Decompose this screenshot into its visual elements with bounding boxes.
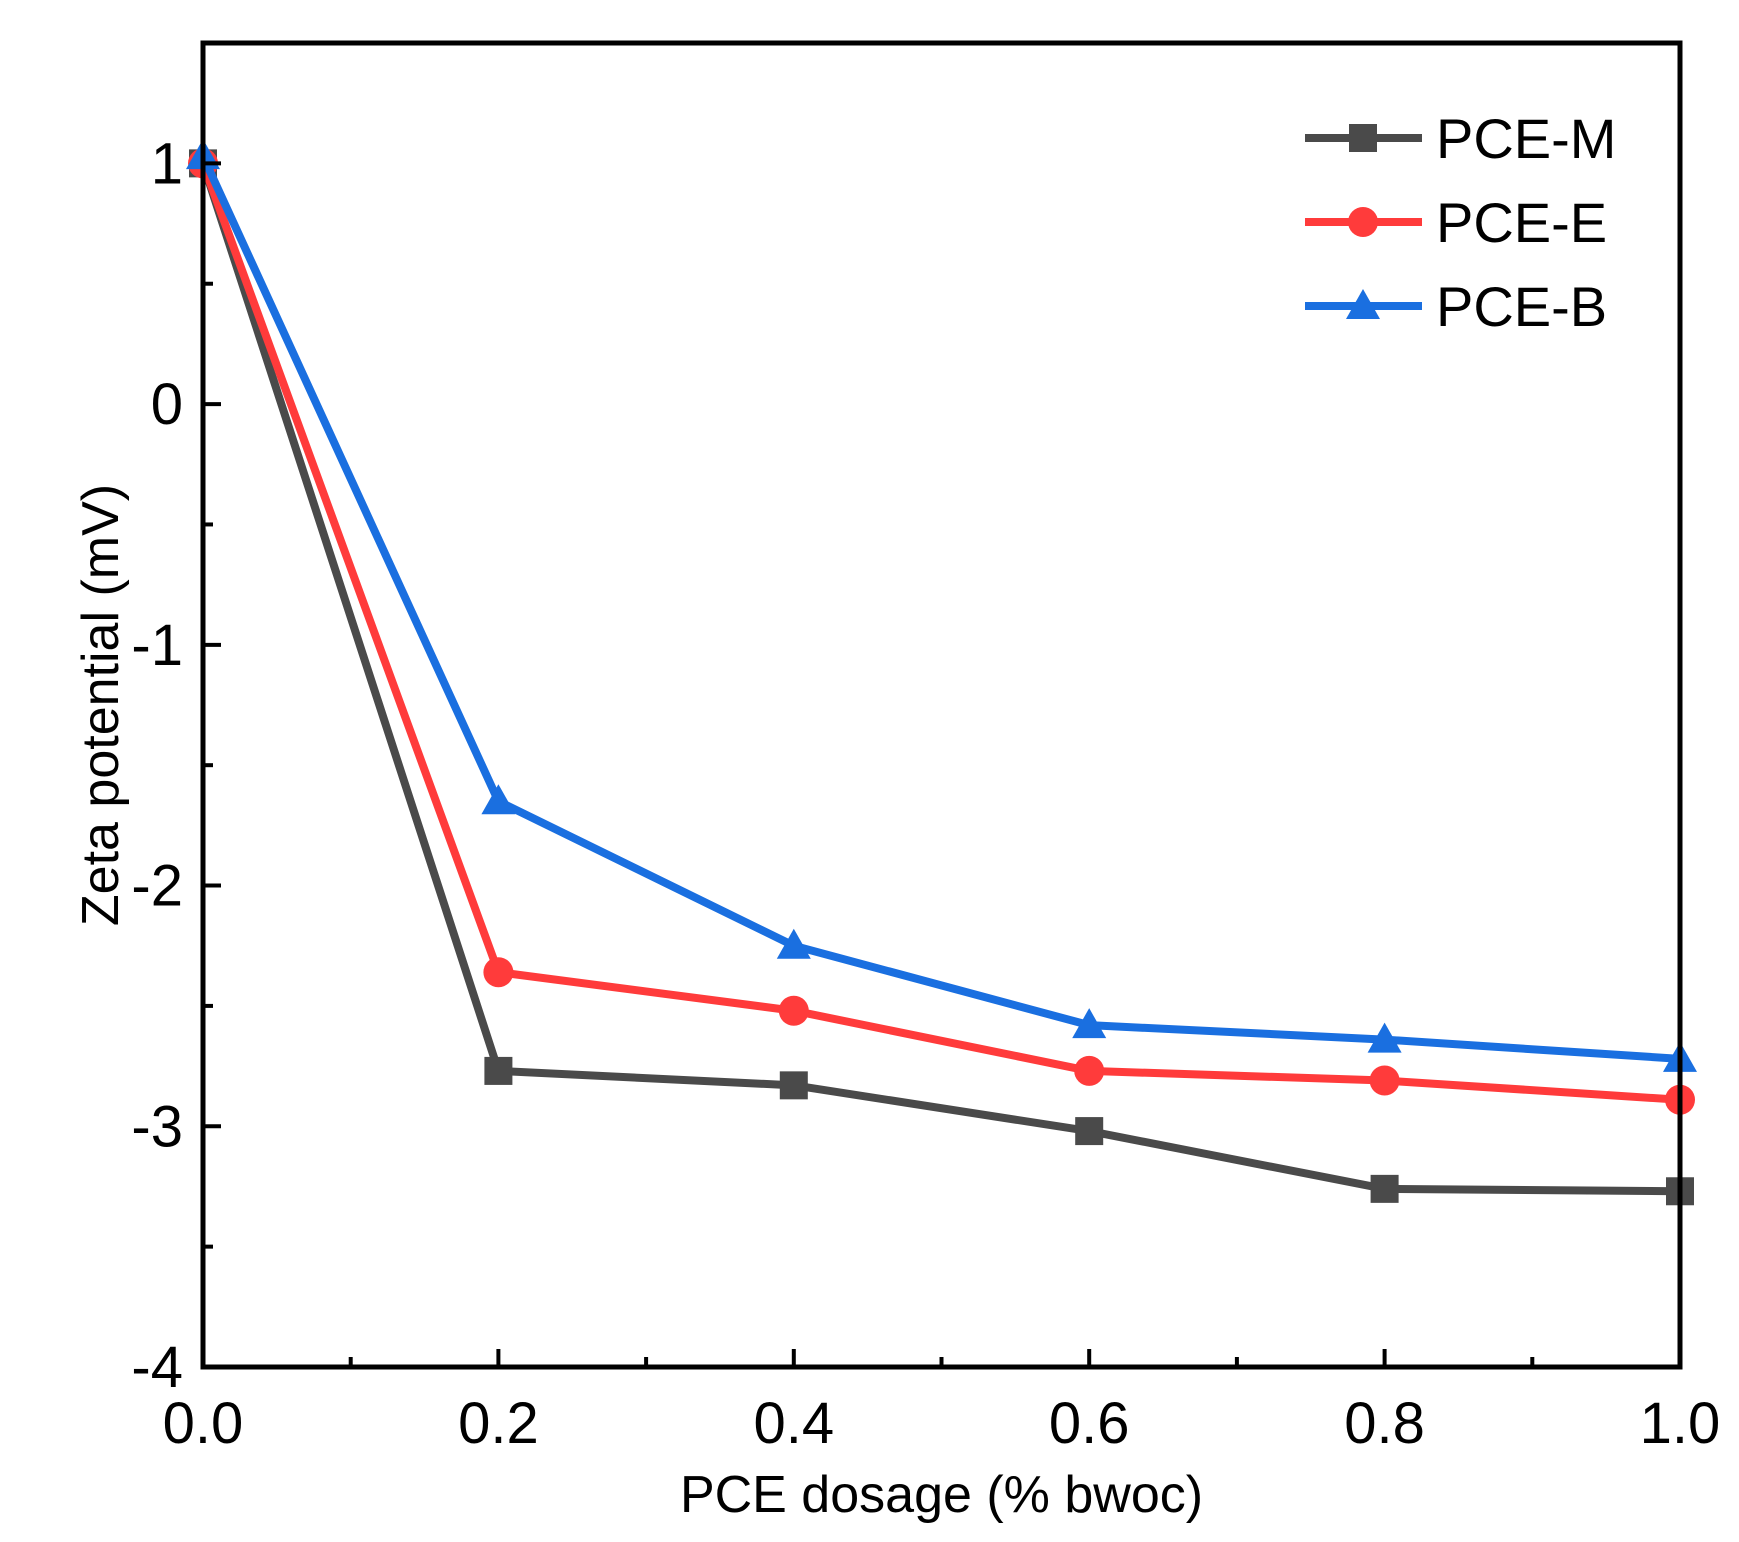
pce-b-line (199, 154, 1681, 1063)
x-tick-label: 0.8 (1344, 1391, 1425, 1456)
y-tick-label: -2 (131, 854, 183, 919)
legend-pce-b-label: PCE-B (1436, 275, 1607, 338)
y-tick-label: 1 (151, 131, 183, 196)
pce-b-point (1072, 1008, 1107, 1039)
x-tick-label: 0.0 (163, 1391, 244, 1456)
legend: PCE-M PCE-E PCE-B (1305, 107, 1616, 338)
legend-pce-e-label: PCE-E (1436, 191, 1607, 254)
pce-e-point (1369, 1065, 1400, 1096)
y-axis-title: Zeta potential (mV) (72, 484, 130, 926)
x-tick-label: 0.2 (458, 1391, 539, 1456)
y-tick-label: -1 (131, 613, 183, 678)
x-tick-label: 0.6 (1049, 1391, 1130, 1456)
pce-e-line (199, 161, 1681, 1104)
legend-pce-m-label: PCE-M (1436, 107, 1616, 170)
pce-m-point (1370, 1174, 1399, 1203)
y-tick-label: -4 (131, 1335, 183, 1400)
axis-ticks (201, 161, 1682, 1369)
pce-e-point (778, 995, 809, 1026)
plot-marks (186, 139, 1697, 1206)
legend-pce-e-marker (1348, 207, 1378, 237)
pce-b-point (481, 784, 516, 815)
tick-labels: 0.0 0.2 0.4 0.6 0.8 1.0 1 0 -1 -2 -3 -4 (131, 131, 1720, 1456)
pce-m-point (1075, 1117, 1104, 1146)
pce-e-point (483, 957, 514, 988)
y-tick-label: -3 (131, 1094, 183, 1159)
pce-m-point (779, 1071, 808, 1100)
x-axis-title: PCE dosage (% bwoc) (680, 1466, 1203, 1524)
pce-m-line (199, 162, 1681, 1196)
pce-e-point (1074, 1055, 1105, 1086)
y-tick-label: 0 (151, 372, 183, 437)
pce-b-point (776, 928, 811, 959)
legend-pce-m-marker (1349, 124, 1377, 152)
pce-b-point (1367, 1022, 1402, 1053)
pce-m-point (484, 1056, 513, 1085)
x-tick-label: 1.0 (1640, 1391, 1721, 1456)
x-tick-label: 0.4 (753, 1391, 834, 1456)
legend-pce-b-marker (1346, 289, 1380, 319)
